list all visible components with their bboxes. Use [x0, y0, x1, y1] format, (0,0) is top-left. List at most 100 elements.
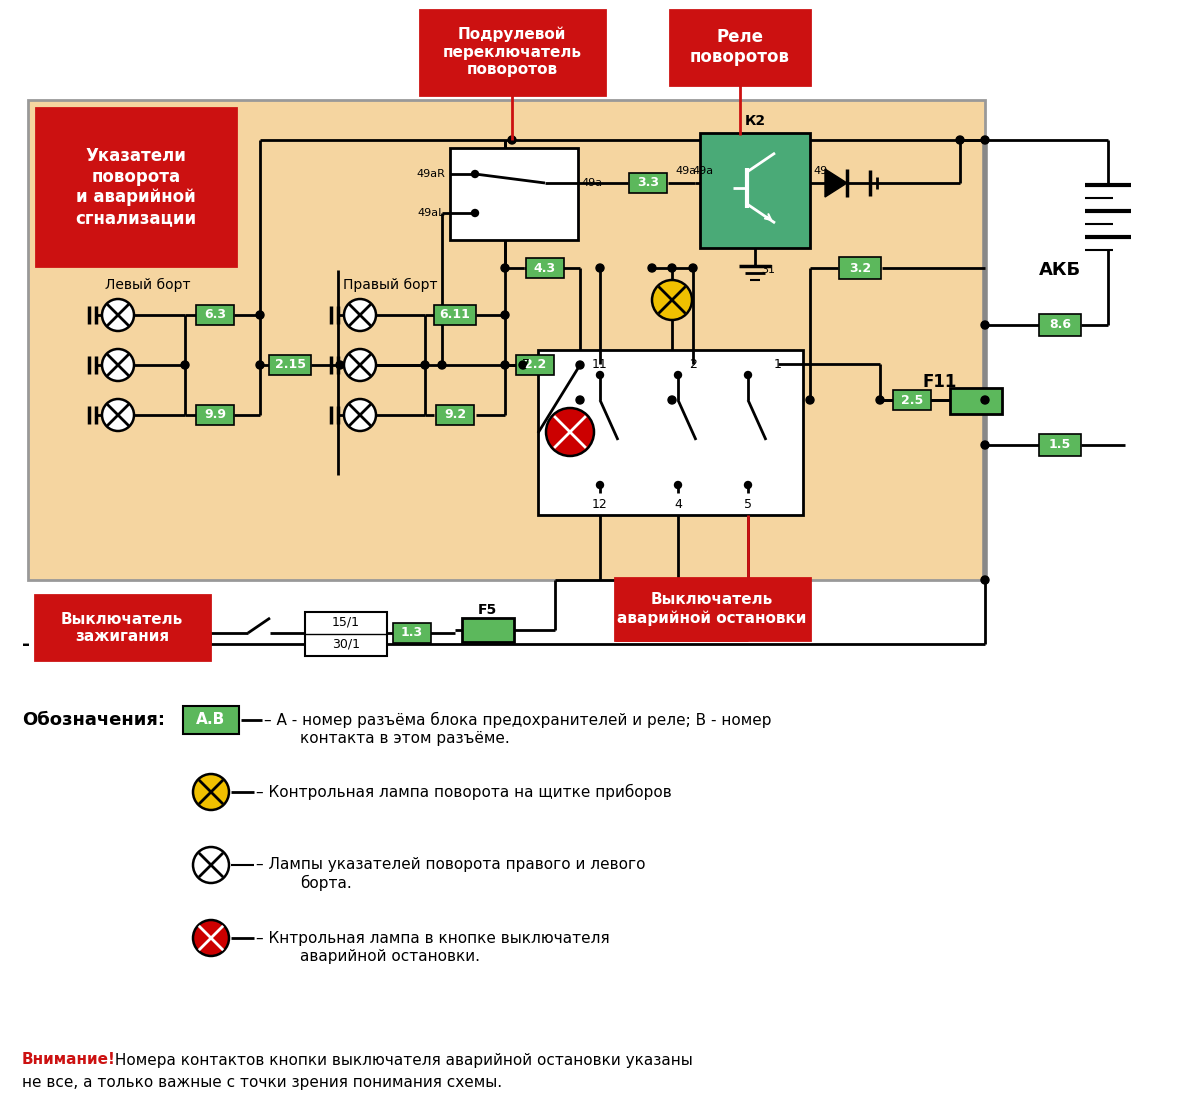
Text: – A - номер разъёма блока предохранителей и реле; B - номер: – A - номер разъёма блока предохранителе… — [264, 712, 772, 728]
Circle shape — [344, 349, 376, 381]
FancyBboxPatch shape — [305, 612, 387, 656]
FancyBboxPatch shape — [838, 257, 881, 279]
Circle shape — [344, 299, 376, 331]
Text: 49aR: 49aR — [416, 168, 445, 179]
FancyBboxPatch shape — [183, 706, 239, 734]
FancyBboxPatch shape — [269, 355, 311, 375]
Text: F11: F11 — [923, 373, 958, 391]
Text: -: - — [21, 634, 30, 654]
Text: Реле
поворотов: Реле поворотов — [690, 28, 790, 66]
Circle shape — [651, 280, 692, 320]
Text: 31: 31 — [761, 265, 775, 275]
Text: 1.5: 1.5 — [1049, 438, 1071, 451]
FancyBboxPatch shape — [36, 108, 236, 266]
Circle shape — [256, 361, 264, 369]
Circle shape — [193, 920, 229, 956]
Circle shape — [519, 361, 526, 369]
Circle shape — [674, 481, 681, 489]
Circle shape — [472, 171, 479, 177]
FancyBboxPatch shape — [197, 305, 233, 325]
Text: Выключатель
зажигания: Выключатель зажигания — [61, 612, 183, 644]
Circle shape — [981, 442, 989, 449]
Text: контакта в этом разъёме.: контакта в этом разъёме. — [300, 730, 510, 745]
FancyBboxPatch shape — [1039, 434, 1081, 456]
Circle shape — [981, 576, 989, 584]
Text: 2.2: 2.2 — [524, 359, 547, 371]
FancyBboxPatch shape — [516, 355, 554, 375]
Text: 3.3: 3.3 — [637, 176, 659, 189]
Circle shape — [576, 361, 584, 369]
Text: 2: 2 — [690, 358, 697, 371]
Text: 6.11: 6.11 — [439, 308, 470, 321]
FancyBboxPatch shape — [526, 258, 565, 277]
FancyBboxPatch shape — [1039, 314, 1081, 336]
Circle shape — [981, 137, 989, 144]
FancyBboxPatch shape — [629, 173, 667, 193]
Circle shape — [597, 481, 604, 489]
FancyBboxPatch shape — [450, 148, 578, 240]
FancyBboxPatch shape — [950, 388, 1002, 414]
Text: аварийной остановки.: аварийной остановки. — [300, 948, 480, 963]
Text: 15/1: 15/1 — [332, 615, 360, 629]
Text: Внимание!: Внимание! — [21, 1053, 116, 1068]
Polygon shape — [825, 168, 847, 197]
FancyBboxPatch shape — [436, 405, 474, 425]
Circle shape — [438, 361, 445, 369]
Circle shape — [501, 264, 509, 272]
Text: 2.15: 2.15 — [274, 359, 306, 371]
FancyBboxPatch shape — [393, 623, 431, 643]
Text: борта.: борта. — [300, 875, 351, 891]
Text: Подрулевой
переключатель
поворотов: Подрулевой переключатель поворотов — [443, 26, 581, 77]
Text: 6.3: 6.3 — [204, 308, 226, 321]
Circle shape — [806, 396, 813, 404]
Circle shape — [472, 209, 479, 217]
Circle shape — [501, 310, 509, 319]
FancyBboxPatch shape — [29, 100, 985, 580]
Text: 4.3: 4.3 — [534, 262, 556, 274]
Circle shape — [102, 399, 135, 430]
Text: 8.6: 8.6 — [1049, 318, 1071, 331]
Circle shape — [501, 361, 509, 369]
Text: – Лампы указателей поворота правого и левого: – Лампы указателей поворота правого и ле… — [256, 858, 646, 872]
Circle shape — [674, 371, 681, 379]
Circle shape — [668, 264, 676, 272]
Circle shape — [981, 321, 989, 329]
Circle shape — [344, 399, 376, 430]
Text: F5: F5 — [478, 603, 497, 617]
Circle shape — [597, 371, 604, 379]
Circle shape — [648, 264, 656, 272]
Circle shape — [102, 349, 135, 381]
Text: 1: 1 — [774, 358, 782, 371]
Text: 9.2: 9.2 — [444, 408, 466, 422]
Circle shape — [956, 137, 964, 144]
Text: 49aL: 49aL — [418, 208, 445, 218]
Circle shape — [744, 481, 752, 489]
Text: К2: К2 — [744, 115, 766, 128]
FancyBboxPatch shape — [35, 595, 210, 659]
Circle shape — [877, 396, 884, 404]
Circle shape — [102, 299, 135, 331]
Text: не все, а только важные с точки зрения понимания схемы.: не все, а только важные с точки зрения п… — [21, 1075, 503, 1090]
Circle shape — [668, 396, 676, 404]
Text: 5: 5 — [744, 499, 752, 512]
Circle shape — [193, 847, 229, 883]
Text: 7: 7 — [522, 358, 530, 371]
Text: 30/1: 30/1 — [332, 637, 360, 651]
FancyBboxPatch shape — [700, 133, 810, 248]
Circle shape — [420, 361, 429, 369]
Text: Правый борт: Правый борт — [343, 277, 437, 292]
Text: A.B: A.B — [197, 712, 225, 728]
FancyBboxPatch shape — [893, 390, 931, 410]
Circle shape — [576, 396, 584, 404]
Text: АКБ: АКБ — [1039, 261, 1081, 279]
FancyBboxPatch shape — [671, 10, 810, 85]
Text: Указатели
поворота
и аварийной
сгнализации: Указатели поворота и аварийной сгнализац… — [75, 146, 197, 227]
FancyBboxPatch shape — [615, 578, 810, 640]
Circle shape — [545, 408, 594, 456]
FancyBboxPatch shape — [434, 305, 476, 325]
Text: Номера контактов кнопки выключателя аварийной остановки указаны: Номера контактов кнопки выключателя авар… — [110, 1053, 693, 1068]
Circle shape — [981, 396, 989, 404]
FancyBboxPatch shape — [197, 405, 233, 425]
Text: Левый борт: Левый борт — [105, 277, 191, 292]
Text: – Контрольная лампа поворота на щитке приборов: – Контрольная лампа поворота на щитке пр… — [256, 784, 672, 800]
